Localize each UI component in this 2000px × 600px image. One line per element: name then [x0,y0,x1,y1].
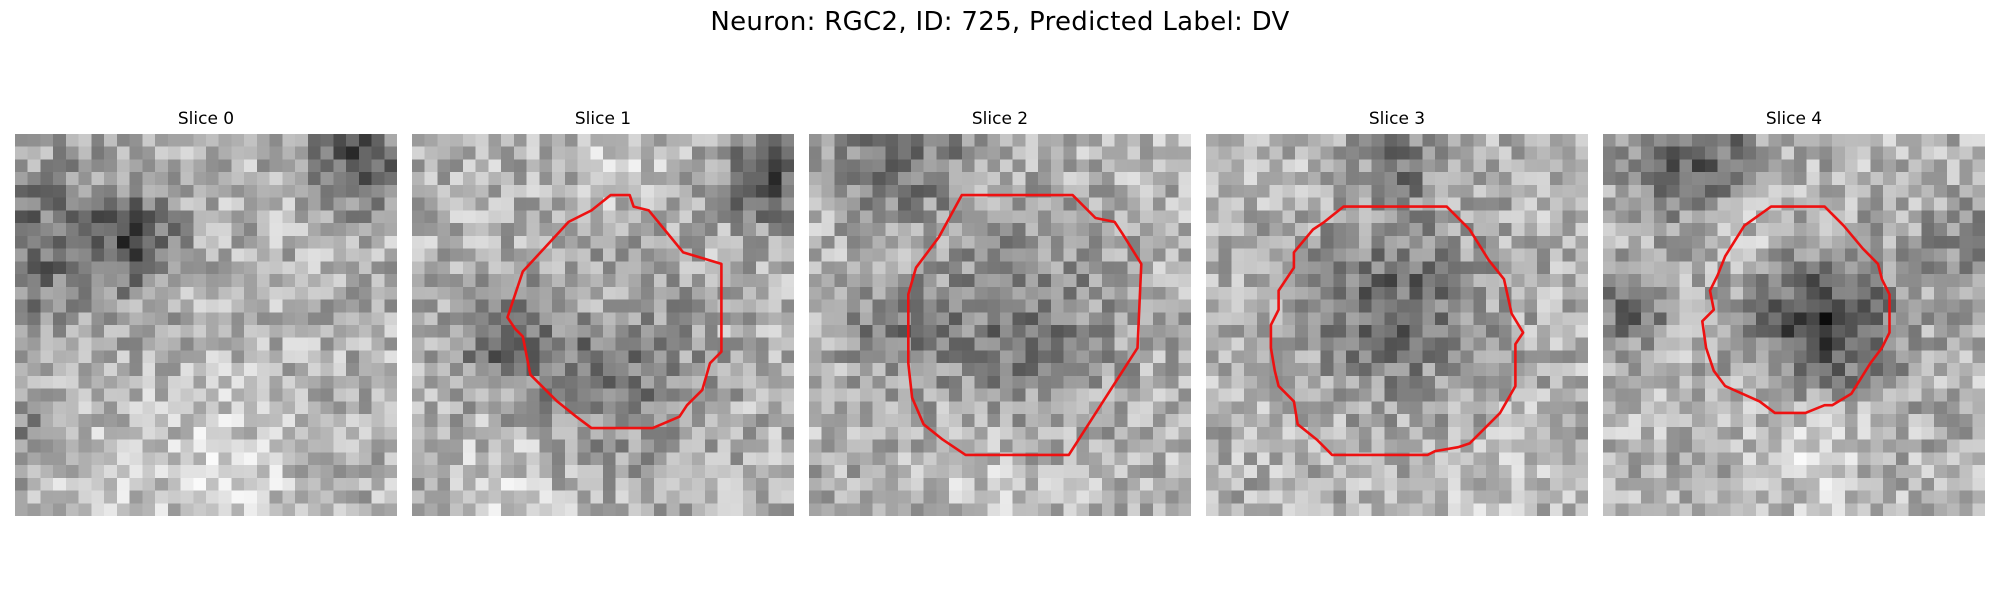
slice-panel-0: Slice 0 [15,106,397,522]
slice-image [15,134,397,516]
slice-image [1603,134,1985,516]
slice-panel-2: Slice 2 [809,106,1191,522]
slice-image [412,134,794,516]
slice-title: Slice 0 [15,106,397,132]
slice-panel-4: Slice 4 [1603,106,1985,522]
slice-title: Slice 1 [412,106,794,132]
slice-panel-1: Slice 1 [412,106,794,522]
slice-image [809,134,1191,516]
slice-title: Slice 4 [1603,106,1985,132]
slice-title: Slice 3 [1206,106,1588,132]
figure-title: Neuron: RGC2, ID: 725, Predicted Label: … [0,6,2000,38]
slice-image [1206,134,1588,516]
slice-panel-3: Slice 3 [1206,106,1588,522]
slice-title: Slice 2 [809,106,1191,132]
